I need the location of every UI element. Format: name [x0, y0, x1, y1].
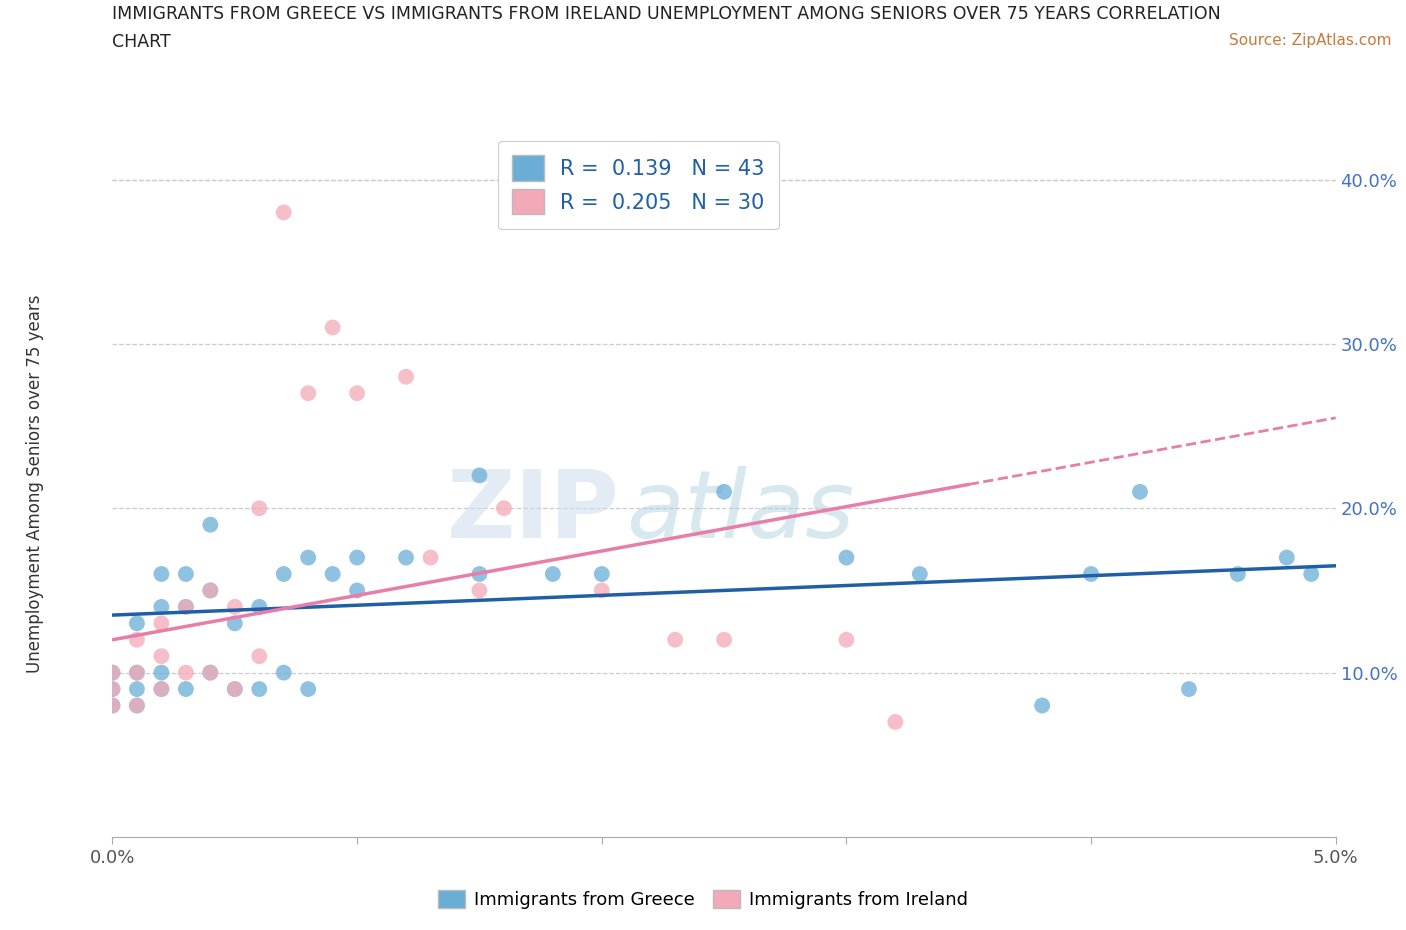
Point: [273, 205, 295, 219]
Point: [492, 501, 515, 516]
Legend: Immigrants from Greece, Immigrants from Ireland: Immigrants from Greece, Immigrants from …: [430, 883, 976, 916]
Point: [224, 616, 246, 631]
Point: [346, 551, 368, 565]
Point: [468, 583, 491, 598]
Point: [297, 682, 319, 697]
Point: [200, 665, 222, 680]
Point: [150, 649, 173, 664]
Text: IMMIGRANTS FROM GREECE VS IMMIGRANTS FROM IRELAND UNEMPLOYMENT AMONG SENIORS OVE: IMMIGRANTS FROM GREECE VS IMMIGRANTS FRO…: [112, 5, 1222, 22]
Text: ZIP: ZIP: [447, 466, 620, 558]
Point: [346, 386, 368, 401]
Point: [395, 369, 418, 384]
Point: [297, 386, 319, 401]
Text: CHART: CHART: [112, 33, 172, 50]
Point: [101, 665, 124, 680]
Point: [150, 616, 173, 631]
Point: [1226, 566, 1249, 581]
Point: [247, 501, 270, 516]
Point: [174, 682, 197, 697]
Point: [1129, 485, 1152, 499]
Point: [419, 551, 441, 565]
Point: [125, 616, 148, 631]
Point: [125, 682, 148, 697]
Point: [200, 665, 222, 680]
Point: [1031, 698, 1053, 713]
Point: [835, 551, 858, 565]
Point: [1080, 566, 1102, 581]
Point: [1301, 566, 1323, 581]
Point: [468, 566, 491, 581]
Point: [101, 682, 124, 697]
Text: atlas: atlas: [626, 466, 855, 557]
Point: [174, 665, 197, 680]
Point: [224, 682, 246, 697]
Point: [297, 551, 319, 565]
Point: [322, 320, 344, 335]
Point: [200, 583, 222, 598]
Point: [908, 566, 931, 581]
Point: [125, 665, 148, 680]
Point: [125, 665, 148, 680]
Point: [591, 583, 613, 598]
Point: [224, 600, 246, 615]
Point: [1178, 682, 1201, 697]
Point: [346, 583, 368, 598]
Text: Unemployment Among Seniors over 75 years: Unemployment Among Seniors over 75 years: [27, 295, 44, 672]
Point: [247, 600, 270, 615]
Point: [125, 698, 148, 713]
Point: [150, 682, 173, 697]
Point: [835, 632, 858, 647]
Point: [664, 632, 686, 647]
Point: [125, 698, 148, 713]
Point: [101, 665, 124, 680]
Point: [224, 682, 246, 697]
Point: [713, 632, 735, 647]
Point: [713, 485, 735, 499]
Point: [247, 682, 270, 697]
Point: [101, 682, 124, 697]
Point: [174, 600, 197, 615]
Point: [150, 566, 173, 581]
Point: [591, 566, 613, 581]
Text: Source: ZipAtlas.com: Source: ZipAtlas.com: [1229, 33, 1392, 47]
Point: [468, 468, 491, 483]
Point: [101, 698, 124, 713]
Point: [1275, 551, 1298, 565]
Point: [200, 583, 222, 598]
Point: [273, 566, 295, 581]
Point: [150, 682, 173, 697]
Point: [174, 600, 197, 615]
Point: [101, 698, 124, 713]
Legend: R =  0.139   N = 43, R =  0.205   N = 30: R = 0.139 N = 43, R = 0.205 N = 30: [498, 140, 779, 229]
Point: [273, 665, 295, 680]
Point: [247, 649, 270, 664]
Point: [884, 714, 907, 729]
Point: [150, 665, 173, 680]
Point: [322, 566, 344, 581]
Point: [125, 632, 148, 647]
Point: [395, 551, 418, 565]
Point: [541, 566, 564, 581]
Point: [174, 566, 197, 581]
Point: [200, 517, 222, 532]
Point: [150, 600, 173, 615]
